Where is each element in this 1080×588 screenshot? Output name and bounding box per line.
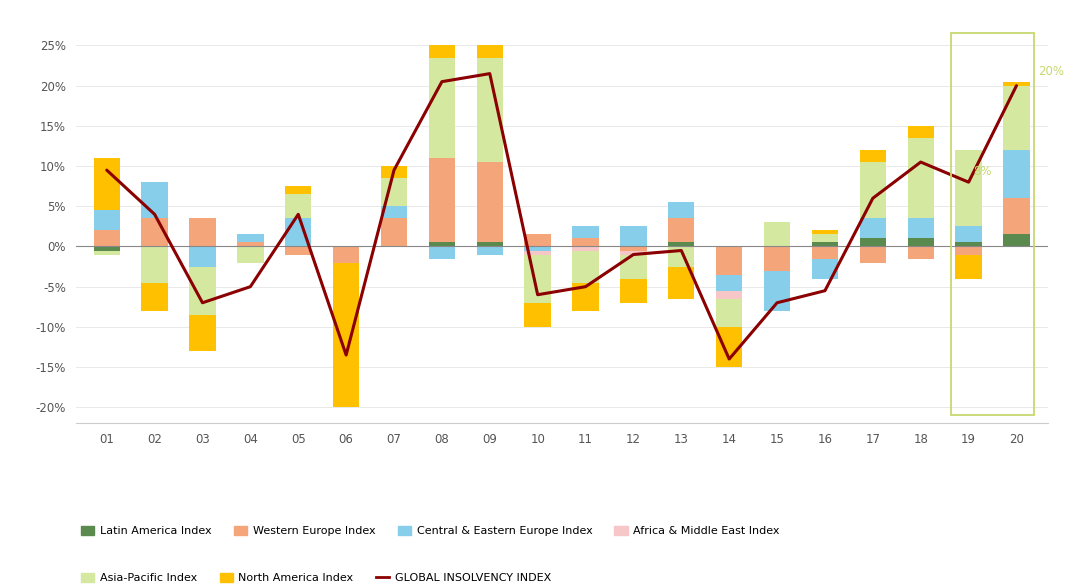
- Bar: [764, 222, 791, 246]
- Bar: [1003, 150, 1029, 198]
- Bar: [381, 218, 407, 246]
- Bar: [1003, 198, 1029, 235]
- Bar: [860, 162, 886, 218]
- Bar: [860, 239, 886, 246]
- Bar: [956, 150, 982, 226]
- Bar: [238, 246, 264, 263]
- Bar: [907, 218, 934, 239]
- Bar: [907, 246, 934, 259]
- Bar: [525, 246, 551, 250]
- Bar: [716, 290, 742, 299]
- Bar: [956, 255, 982, 279]
- Bar: [956, 226, 982, 242]
- Bar: [476, 162, 503, 242]
- Bar: [716, 327, 742, 367]
- Bar: [812, 259, 838, 279]
- Bar: [141, 246, 167, 283]
- Bar: [907, 138, 934, 218]
- Bar: [572, 250, 598, 283]
- Bar: [189, 315, 216, 351]
- Bar: [620, 246, 647, 250]
- Bar: [429, 45, 455, 58]
- Bar: [956, 246, 982, 255]
- Bar: [620, 250, 647, 255]
- Bar: [812, 246, 838, 259]
- Bar: [620, 226, 647, 246]
- Bar: [285, 218, 311, 246]
- Bar: [620, 279, 647, 303]
- Bar: [669, 242, 694, 246]
- Bar: [812, 242, 838, 246]
- Bar: [476, 58, 503, 162]
- Legend: Asia-Pacific Index, North America Index, GLOBAL INSOLVENCY INDEX: Asia-Pacific Index, North America Index,…: [81, 573, 551, 583]
- Bar: [94, 250, 120, 255]
- Bar: [620, 255, 647, 279]
- Bar: [429, 246, 455, 259]
- Bar: [669, 218, 694, 242]
- Bar: [381, 206, 407, 218]
- Bar: [716, 275, 742, 290]
- Bar: [429, 58, 455, 158]
- Bar: [333, 246, 360, 263]
- Bar: [525, 255, 551, 303]
- Bar: [94, 158, 120, 211]
- Bar: [1003, 86, 1029, 150]
- Bar: [429, 158, 455, 242]
- Bar: [669, 202, 694, 218]
- Bar: [669, 266, 694, 299]
- Bar: [189, 266, 216, 315]
- Bar: [764, 246, 791, 270]
- Bar: [812, 230, 838, 235]
- Bar: [238, 242, 264, 246]
- Bar: [189, 218, 216, 246]
- Bar: [141, 218, 167, 246]
- Bar: [572, 226, 598, 239]
- Bar: [285, 246, 311, 255]
- Bar: [94, 246, 120, 250]
- Bar: [950, 34, 1035, 415]
- Bar: [1003, 82, 1029, 86]
- Bar: [381, 166, 407, 178]
- Bar: [812, 235, 838, 242]
- Bar: [141, 283, 167, 311]
- Bar: [285, 186, 311, 194]
- Bar: [1003, 235, 1029, 246]
- Bar: [238, 235, 264, 242]
- Bar: [572, 283, 598, 311]
- Bar: [94, 230, 120, 246]
- Bar: [285, 194, 311, 218]
- Bar: [189, 246, 216, 266]
- Bar: [572, 246, 598, 250]
- Bar: [716, 299, 742, 327]
- Bar: [669, 246, 694, 266]
- Text: 20%: 20%: [1038, 65, 1064, 78]
- Bar: [525, 235, 551, 246]
- Bar: [476, 242, 503, 246]
- Bar: [716, 246, 742, 275]
- Bar: [525, 303, 551, 327]
- Bar: [860, 218, 886, 239]
- Bar: [764, 270, 791, 311]
- Bar: [525, 250, 551, 255]
- Bar: [860, 246, 886, 263]
- Bar: [572, 239, 598, 246]
- Bar: [860, 150, 886, 162]
- Bar: [141, 182, 167, 218]
- Bar: [333, 263, 360, 407]
- Bar: [907, 126, 934, 138]
- Text: 8%: 8%: [973, 165, 991, 178]
- Bar: [429, 242, 455, 246]
- Bar: [476, 45, 503, 58]
- Bar: [956, 242, 982, 246]
- Bar: [381, 178, 407, 206]
- Bar: [476, 246, 503, 255]
- Bar: [907, 239, 934, 246]
- Bar: [94, 211, 120, 230]
